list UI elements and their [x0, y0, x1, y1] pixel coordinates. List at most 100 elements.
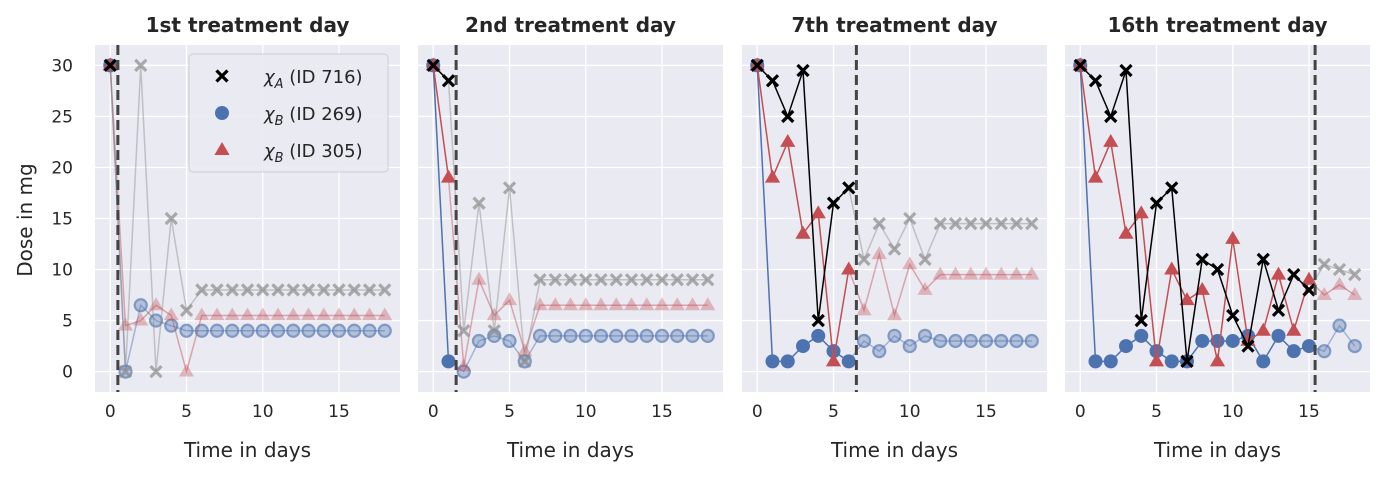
panel-title: 2nd treatment day [465, 13, 676, 37]
data-point-faded [271, 283, 285, 297]
series-chi_a [750, 58, 1039, 328]
data-point [1119, 339, 1133, 354]
data-point-faded [1025, 216, 1039, 231]
data-point [1255, 322, 1271, 336]
data-point-faded [487, 324, 501, 338]
data-point-ring [270, 323, 286, 338]
data-point-ring [240, 323, 255, 338]
data-point [780, 133, 796, 147]
data-point [765, 74, 780, 88]
data-point-faded [856, 302, 872, 316]
y-tick-label: 20 [51, 158, 73, 178]
data-point [796, 63, 810, 78]
data-point-ring [377, 323, 392, 338]
data-point [826, 196, 841, 210]
data-point-ring [164, 318, 179, 333]
data-point [795, 225, 811, 239]
data-point [1271, 328, 1286, 343]
data-point-faded [654, 297, 670, 311]
data-point [1256, 354, 1271, 369]
data-point-ring [1009, 333, 1024, 349]
data-point-faded [225, 283, 239, 297]
data-point-faded [979, 216, 993, 231]
data-point-faded [594, 273, 608, 287]
data-point-ring [1332, 318, 1347, 333]
data-point-faded [239, 307, 256, 321]
data-point [841, 354, 856, 369]
series-line-faded [848, 251, 1032, 319]
series-line-faded [448, 335, 708, 373]
data-point-faded [518, 354, 532, 369]
data-point-ring [331, 323, 347, 338]
data-point [440, 169, 457, 183]
series-chi_a [103, 58, 392, 379]
data-point-faded [300, 307, 317, 321]
data-point [1164, 354, 1179, 369]
data-point-faded [224, 307, 240, 321]
data-point-faded [964, 216, 978, 231]
data-point-faded [624, 273, 639, 287]
data-point-ring [978, 333, 994, 349]
data-point [842, 181, 856, 195]
data-point-faded [639, 297, 655, 311]
data-point [1148, 353, 1165, 367]
data-point-faded [1348, 268, 1362, 282]
data-point-faded [134, 58, 148, 73]
data-point-faded [609, 273, 623, 287]
data-point-faded [1024, 266, 1040, 280]
series-chi_a [426, 58, 715, 369]
data-point [1179, 292, 1195, 306]
data-point-faded [194, 307, 210, 321]
data-point-faded [179, 303, 194, 317]
data-point-ring [670, 328, 685, 343]
series-line-faded [1308, 263, 1355, 291]
data-point-faded [486, 307, 502, 321]
data-point-ring [316, 323, 331, 338]
data-point-faded [932, 266, 948, 280]
x-tick-label: 5 [1151, 402, 1162, 422]
data-point-faded [285, 307, 301, 321]
data-point-faded [332, 283, 346, 297]
data-point-ring [471, 333, 487, 349]
data-point [764, 169, 781, 183]
data-point [1119, 63, 1133, 78]
data-point [1226, 308, 1240, 323]
x-tick-label: 0 [752, 402, 763, 422]
data-point [1180, 354, 1194, 369]
data-point [780, 354, 795, 369]
y-tick-label: 0 [62, 363, 73, 383]
data-point [1209, 353, 1226, 367]
data-point-faded [872, 216, 886, 231]
x-tick-label: 0 [428, 402, 439, 422]
data-point-faded [669, 297, 685, 311]
x-tick-label: 15 [328, 402, 350, 422]
data-point-faded [548, 273, 562, 287]
data-point [1225, 230, 1241, 244]
data-point [1103, 133, 1119, 147]
series-line [1079, 64, 1310, 362]
data-point-faded [1008, 266, 1025, 280]
data-point-ring [1347, 338, 1362, 354]
data-point-faded [903, 211, 917, 226]
data-point [1287, 268, 1301, 282]
series-line-faded [447, 80, 708, 362]
data-point-faded [533, 273, 547, 287]
data-point-faded [684, 297, 701, 311]
data-point-faded [210, 283, 224, 297]
data-point-faded [471, 271, 487, 285]
data-point-faded [164, 211, 178, 226]
panel-4: 16th treatment day 0 5 10 15 Time in days [1065, 13, 1370, 462]
data-point-faded [517, 343, 533, 357]
data-point [1103, 354, 1118, 369]
data-point-ring [639, 328, 654, 343]
data-point [1165, 181, 1179, 195]
x-tick-label: 0 [1075, 402, 1086, 422]
data-point [1256, 252, 1270, 266]
data-point-faded [700, 297, 716, 311]
data-point-faded [195, 283, 209, 297]
data-point [1118, 225, 1134, 239]
x-tick-label: 15 [975, 402, 997, 422]
data-point-ring [856, 333, 872, 349]
y-tick-label: 30 [51, 56, 73, 76]
